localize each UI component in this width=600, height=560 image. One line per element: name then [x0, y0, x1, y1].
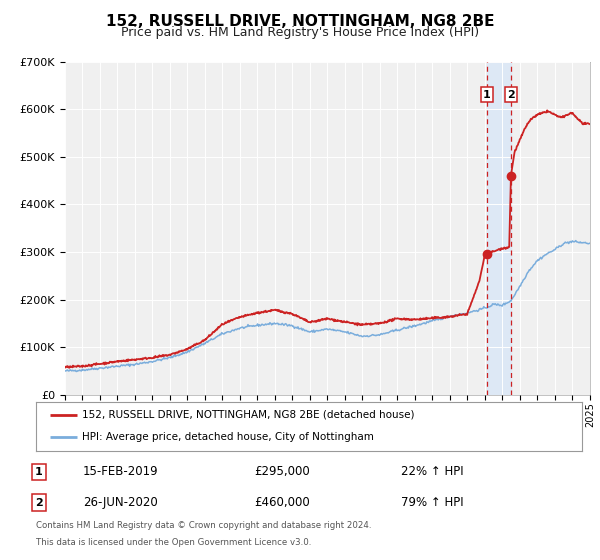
Text: 22% ↑ HPI: 22% ↑ HPI: [401, 465, 463, 478]
Text: Price paid vs. HM Land Registry's House Price Index (HPI): Price paid vs. HM Land Registry's House …: [121, 26, 479, 39]
Text: £295,000: £295,000: [254, 465, 310, 478]
Text: 1: 1: [483, 90, 491, 100]
Bar: [487, 62, 511, 395]
Text: 152, RUSSELL DRIVE, NOTTINGHAM, NG8 2BE: 152, RUSSELL DRIVE, NOTTINGHAM, NG8 2BE: [106, 14, 494, 29]
Text: 2: 2: [35, 498, 43, 507]
Text: 2: 2: [507, 90, 515, 100]
Text: £460,000: £460,000: [254, 496, 310, 509]
Text: 1: 1: [35, 467, 43, 477]
Text: Contains HM Land Registry data © Crown copyright and database right 2024.: Contains HM Land Registry data © Crown c…: [36, 521, 371, 530]
Text: 26-JUN-2020: 26-JUN-2020: [83, 496, 157, 509]
Text: 15-FEB-2019: 15-FEB-2019: [82, 465, 158, 478]
Text: This data is licensed under the Open Government Licence v3.0.: This data is licensed under the Open Gov…: [36, 538, 311, 547]
Text: 152, RUSSELL DRIVE, NOTTINGHAM, NG8 2BE (detached house): 152, RUSSELL DRIVE, NOTTINGHAM, NG8 2BE …: [82, 410, 415, 420]
Text: HPI: Average price, detached house, City of Nottingham: HPI: Average price, detached house, City…: [82, 432, 374, 442]
Text: 79% ↑ HPI: 79% ↑ HPI: [401, 496, 463, 509]
